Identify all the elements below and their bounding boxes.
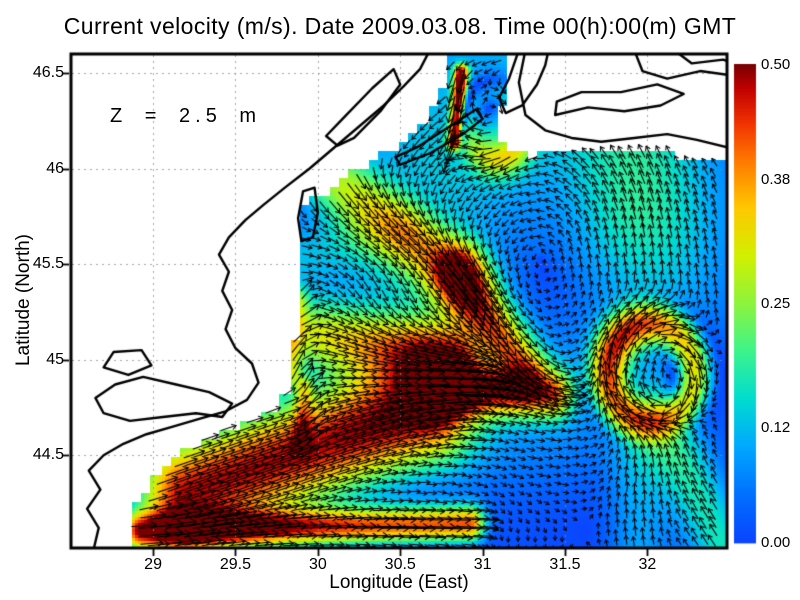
- plot-title: Current velocity (m/s). Date 2009.03.08.…: [63, 13, 737, 39]
- colorbar-tick-label: 0.38: [761, 170, 791, 188]
- x-tick-label: 29: [144, 556, 162, 573]
- x-tick-label: 31.5: [549, 556, 581, 573]
- colorbar-tick-label: 0.25: [761, 295, 791, 312]
- depth-annotation: Z = 2.5 m: [110, 105, 262, 127]
- colorbar-tick-label: 0.00: [761, 534, 791, 551]
- x-tick-label: 29.5: [219, 556, 252, 573]
- y-tick-label: 44.5: [32, 446, 64, 464]
- x-tick-label: 30.5: [384, 556, 416, 573]
- y-tick-label: 46: [46, 159, 64, 177]
- x-tick-label: 31: [473, 556, 492, 573]
- x-tick-label: 30: [308, 556, 327, 573]
- y-tick-label: 45: [46, 350, 64, 368]
- x-axis-label: Longitude (East): [329, 572, 469, 593]
- x-tick-label: 32: [638, 556, 657, 573]
- y-axis-label: Latitude (North): [13, 233, 34, 367]
- colorbar-tick-label: 0.50: [761, 56, 791, 73]
- colorbar-tick-label: 0.12: [761, 419, 791, 437]
- y-tick-label: 45.5: [32, 255, 64, 273]
- y-tick-label: 46.5: [32, 63, 64, 81]
